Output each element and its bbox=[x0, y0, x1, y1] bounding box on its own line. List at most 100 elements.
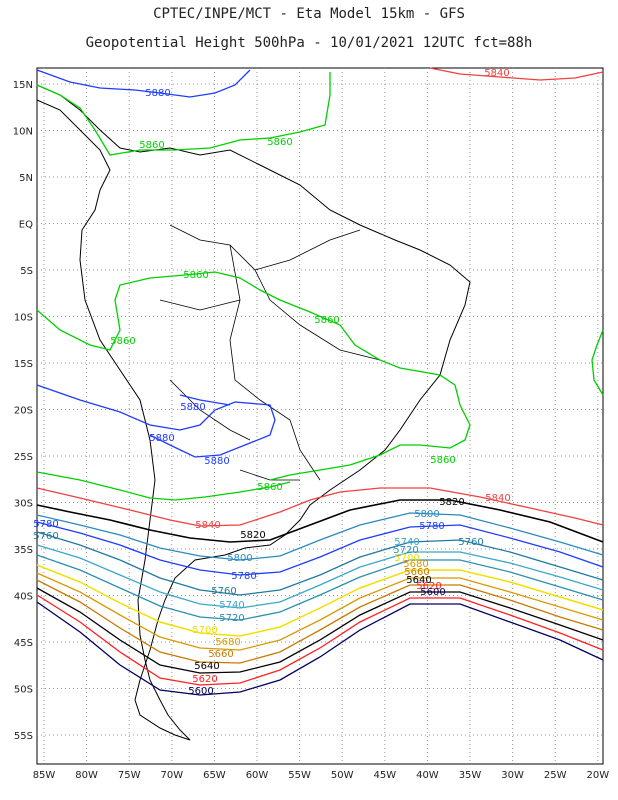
contour-label-5800: 5800 bbox=[414, 509, 439, 520]
contour-layer bbox=[36, 67, 604, 696]
contour-label-5860: 5860 bbox=[267, 137, 292, 148]
contour-label-5660: 5660 bbox=[208, 649, 233, 660]
contour-label-5760: 5760 bbox=[33, 531, 58, 542]
contour-label-5740: 5740 bbox=[394, 537, 419, 548]
lat-tick-label: 45S bbox=[14, 638, 33, 649]
contour-label-5620: 5620 bbox=[416, 581, 441, 592]
contour-5880-south bbox=[36, 384, 276, 458]
contour-label-5780: 5780 bbox=[231, 571, 256, 582]
contour-5860-south bbox=[36, 471, 291, 501]
lat-tick-label: 30S bbox=[14, 499, 33, 510]
lat-tick-label: 20S bbox=[14, 406, 33, 417]
contour-5860-middle bbox=[36, 271, 471, 481]
contour-label-5840: 5840 bbox=[195, 520, 220, 531]
contour-label-5680: 5680 bbox=[403, 559, 428, 570]
contour-label-5860: 5860 bbox=[257, 482, 282, 493]
contour-label-5840: 5840 bbox=[485, 493, 510, 504]
contour-5860-east bbox=[591, 329, 604, 396]
contour-5620 bbox=[36, 594, 604, 686]
map-frame bbox=[36, 67, 604, 765]
contour-label-5860: 5860 bbox=[430, 455, 455, 466]
lat-tick-label: 5N bbox=[19, 173, 33, 184]
lat-tick-label: 10N bbox=[13, 127, 33, 138]
longitude-axis: 85W 80W 75W 70W 65W 60W 55W 50W 45W 40W 35W 30W 25W 2… bbox=[33, 770, 610, 781]
contour-5800 bbox=[36, 512, 604, 561]
lon-tick-label: 25W bbox=[544, 770, 567, 781]
contour-5880-north bbox=[36, 69, 251, 98]
contour-label-5820: 5820 bbox=[439, 497, 464, 508]
contour-5780 bbox=[36, 521, 604, 576]
contour-label-5760: 5760 bbox=[458, 537, 483, 548]
contour-label-5600: 5600 bbox=[420, 587, 445, 598]
latitude-axis: 15N 10N 5N EQ 5S 10S 15S 20S 25S 30S 35S 40S 45S 50S 5… bbox=[13, 80, 33, 742]
contour-5700 bbox=[36, 564, 604, 637]
contour-5760 bbox=[36, 531, 604, 596]
lat-tick-label: 35S bbox=[14, 545, 33, 556]
lon-tick-label: 80W bbox=[75, 770, 98, 781]
contour-label-5880: 5880 bbox=[180, 402, 205, 413]
contour-label-5760: 5760 bbox=[211, 586, 236, 597]
contour-label-5780: 5780 bbox=[33, 519, 58, 530]
contour-5600 bbox=[36, 601, 604, 696]
lat-tick-label: 50S bbox=[14, 685, 33, 696]
map-grid bbox=[37, 68, 603, 764]
contour-label-5860: 5860 bbox=[139, 140, 164, 151]
lat-tick-label: 55S bbox=[14, 731, 33, 742]
lon-tick-label: 45W bbox=[373, 770, 396, 781]
contour-5840 bbox=[36, 487, 604, 527]
lat-tick-label: 40S bbox=[14, 592, 33, 603]
lat-tick-label: 15N bbox=[13, 80, 33, 91]
lat-tick-label: 15S bbox=[14, 359, 33, 370]
contour-label-5860: 5860 bbox=[110, 336, 135, 347]
contour-5840-north bbox=[429, 67, 604, 81]
lat-tick-label: 25S bbox=[14, 452, 33, 463]
contour-label-5780: 5780 bbox=[419, 521, 444, 532]
lon-tick-label: 30W bbox=[501, 770, 524, 781]
lon-tick-label: 40W bbox=[416, 770, 439, 781]
contour-label-5800: 5800 bbox=[227, 553, 252, 564]
contour-label-5880: 5880 bbox=[204, 456, 229, 467]
map-subtitle: Geopotential Height 500hPa - 10/01/2021 … bbox=[85, 35, 533, 51]
map-title: CPTEC/INPE/MCT - Eta Model 15km - GFS bbox=[153, 6, 465, 22]
contour-label-5720: 5720 bbox=[393, 545, 418, 556]
contour-label-5700: 5700 bbox=[394, 553, 419, 564]
contour-label-5860: 5860 bbox=[183, 270, 208, 281]
contour-5640 bbox=[36, 587, 604, 674]
contour-label-5880: 5880 bbox=[149, 433, 174, 444]
contour-label-5640: 5640 bbox=[406, 575, 431, 586]
lon-tick-label: 60W bbox=[246, 770, 269, 781]
contour-5820 bbox=[36, 499, 604, 543]
contour-label-5600: 5600 bbox=[188, 686, 213, 697]
contour-label-5740: 5740 bbox=[219, 600, 244, 611]
contour-label-5700: 5700 bbox=[192, 625, 217, 636]
lon-tick-label: 20W bbox=[586, 770, 609, 781]
contour-label-5840: 5840 bbox=[484, 68, 509, 79]
lon-tick-label: 55W bbox=[288, 770, 311, 781]
contour-label-5820: 5820 bbox=[240, 530, 265, 541]
lat-tick-label: 5S bbox=[20, 266, 33, 277]
country-borders bbox=[159, 224, 381, 481]
contour-label-5620: 5620 bbox=[192, 674, 217, 685]
continent-outline bbox=[36, 84, 471, 741]
lon-tick-label: 85W bbox=[33, 770, 56, 781]
lon-tick-label: 70W bbox=[160, 770, 183, 781]
lon-tick-label: 75W bbox=[118, 770, 141, 781]
contour-label-5680: 5680 bbox=[215, 637, 240, 648]
contour-label-5720: 5720 bbox=[219, 613, 244, 624]
lat-tick-label: EQ bbox=[19, 220, 33, 231]
contour-labels: 5880 5880 5880 5880 5860 5860 5860 5860 5860 5860… bbox=[33, 68, 510, 697]
lon-tick-label: 65W bbox=[203, 770, 226, 781]
contour-label-5880: 5880 bbox=[145, 88, 170, 99]
lon-tick-label: 50W bbox=[331, 770, 354, 781]
contour-label-5860: 5860 bbox=[314, 315, 339, 326]
contour-5720 bbox=[36, 554, 604, 621]
contour-5740 bbox=[36, 544, 604, 609]
contour-label-5640: 5640 bbox=[194, 661, 219, 672]
contour-label-5660: 5660 bbox=[404, 567, 429, 578]
lon-tick-label: 35W bbox=[459, 770, 482, 781]
contour-5680 bbox=[36, 572, 604, 651]
contour-5660 bbox=[36, 579, 604, 664]
contour-5860-north bbox=[36, 72, 331, 156]
lat-tick-label: 10S bbox=[14, 313, 33, 324]
